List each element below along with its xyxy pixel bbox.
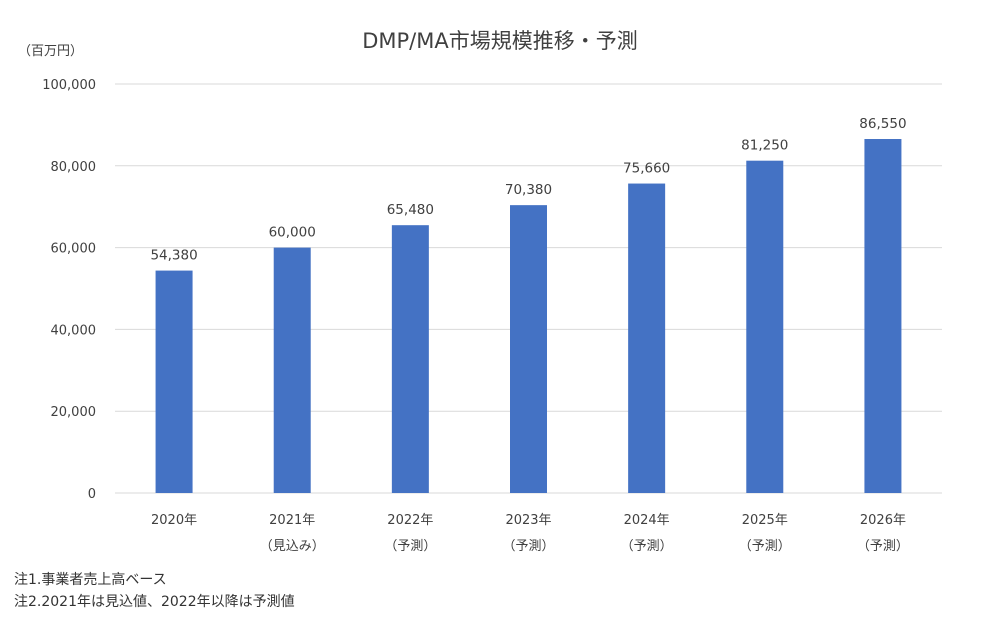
data-labels: 54,380 60,000 65,480 70,380 75,660 81,250 86,5…	[150, 116, 906, 264]
y-axis-ticks: 0 20,000 40,000 60,000 80,000 100,000	[42, 78, 96, 502]
bar	[391, 225, 429, 493]
data-label: 70,380	[505, 182, 552, 198]
x-axis-categories: 2020年 2021年 （見込み） 2022年 （予測） 2023年 （予測） 2024年 （予…	[151, 513, 909, 554]
x-tick-sublabel: （予測）	[857, 539, 909, 554]
x-tick-label: 2023年	[505, 513, 551, 528]
bar	[273, 247, 311, 493]
y-tick-label: 20,000	[51, 405, 97, 420]
data-label: 54,380	[150, 248, 197, 264]
data-label: 81,250	[741, 138, 788, 154]
x-tick-sublabel: （予測）	[739, 539, 791, 554]
y-tick-label: 80,000	[51, 160, 97, 175]
x-tick-label: 2024年	[624, 513, 670, 528]
data-label: 75,660	[623, 161, 670, 177]
x-tick-sublabel: （予測）	[621, 539, 673, 554]
y-tick-label: 100,000	[42, 78, 96, 93]
y-tick-label: 0	[88, 487, 96, 502]
y-axis-unit-label: （百万円）	[18, 44, 83, 59]
x-tick-sublabel: （見込み）	[260, 539, 325, 554]
x-tick-sublabel: （予測）	[384, 539, 436, 554]
x-tick-label: 2021年	[269, 513, 315, 528]
footnotes: 注1.事業者売上高ベース 注2.2021年は見込値、2022年以降は予測値	[14, 569, 295, 613]
data-label: 86,550	[859, 116, 906, 132]
footnote-1: 注1.事業者売上高ベース	[14, 572, 167, 588]
x-tick-label: 2026年	[860, 513, 906, 528]
chart-title: DMP/MA市場規模推移・予測	[362, 29, 638, 53]
bars	[155, 139, 902, 493]
y-tick-label: 40,000	[51, 323, 97, 338]
bar	[510, 205, 547, 493]
x-tick-sublabel: （予測）	[502, 539, 554, 554]
data-label: 65,480	[387, 202, 434, 218]
bar	[864, 139, 902, 493]
footnote-2: 注2.2021年は見込値、2022年以降は予測値	[14, 594, 295, 610]
x-tick-label: 2022年	[387, 513, 433, 528]
x-tick-label: 2025年	[742, 513, 788, 528]
bar	[746, 160, 784, 493]
y-tick-label: 60,000	[51, 242, 97, 257]
bar	[155, 270, 193, 493]
bar	[628, 183, 666, 493]
data-label: 60,000	[269, 225, 316, 241]
x-tick-label: 2020年	[151, 513, 197, 528]
